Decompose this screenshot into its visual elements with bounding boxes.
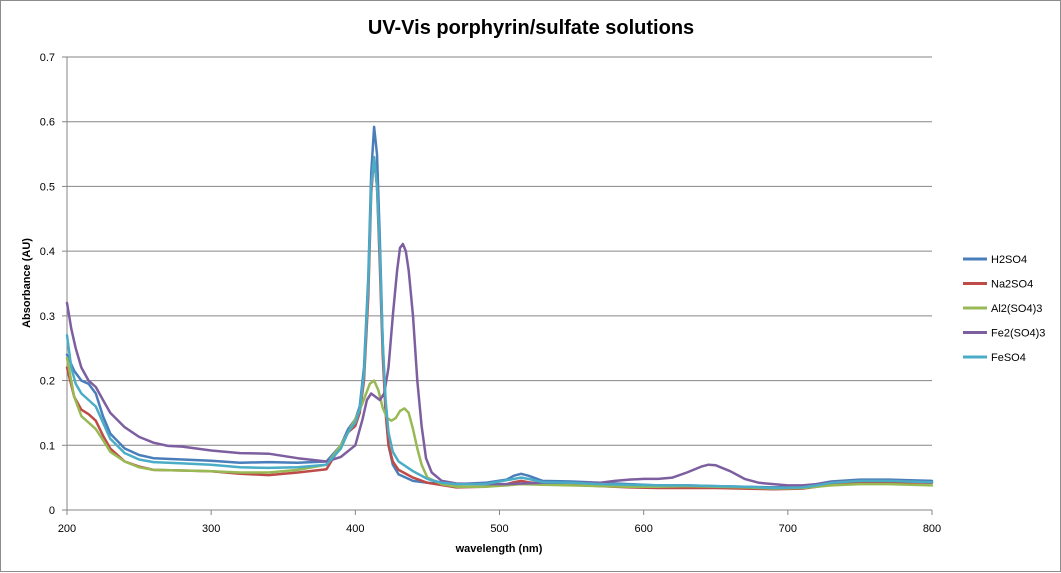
x-tick-label: 300 (202, 523, 220, 535)
y-tick-label: 0.2 (40, 376, 55, 388)
legend-item-label: Al2(SO4)3 (991, 303, 1042, 315)
axes: 0 0.1 0.2 0.3 0.4 0.5 0.6 0.7 200 300 400 500 600 700… (40, 52, 941, 535)
x-axis-label: wavelength (nm) (455, 543, 543, 555)
y-tick-label: 0.6 (40, 117, 55, 129)
x-tick-label: 600 (634, 523, 652, 535)
legend-item-label: H2SO4 (991, 254, 1027, 266)
x-tick-label: 800 (923, 523, 941, 535)
legend-item-label: FeSO4 (991, 352, 1026, 364)
y-tick-label: 0.5 (40, 181, 55, 193)
gridlines (67, 56, 932, 446)
x-tick-label: 400 (346, 523, 364, 535)
legend: H2SO4 Na2SO4 Al2(SO4)3 Fe2(SO4)3 FeSO4 (963, 254, 1045, 364)
series-line-fe2-so4-3 (65, 242, 934, 487)
x-tick-label: 700 (779, 523, 797, 535)
chart-title: UV-Vis porphyrin/sulfate solutions (368, 17, 694, 39)
y-tick-label: 0.7 (40, 52, 55, 64)
data-series (65, 125, 934, 491)
y-tick-label: 0.3 (40, 311, 55, 323)
legend-item-label: Fe2(SO4)3 (991, 328, 1045, 340)
legend-item-label: Na2SO4 (991, 279, 1033, 291)
series-line-h2so4 (65, 125, 934, 489)
series-line-feso4 (65, 156, 934, 490)
series-line-na2so4 (65, 156, 934, 491)
y-axis-label: Absorbance (AU) (21, 238, 33, 328)
y-tick-label: 0 (49, 505, 55, 517)
y-tick-label: 0.4 (40, 246, 55, 258)
x-tick-label: 500 (490, 523, 508, 535)
series-line-al2-so4-3 (65, 356, 934, 490)
x-tick-label: 200 (58, 523, 76, 535)
y-tick-label: 0.1 (40, 440, 55, 452)
